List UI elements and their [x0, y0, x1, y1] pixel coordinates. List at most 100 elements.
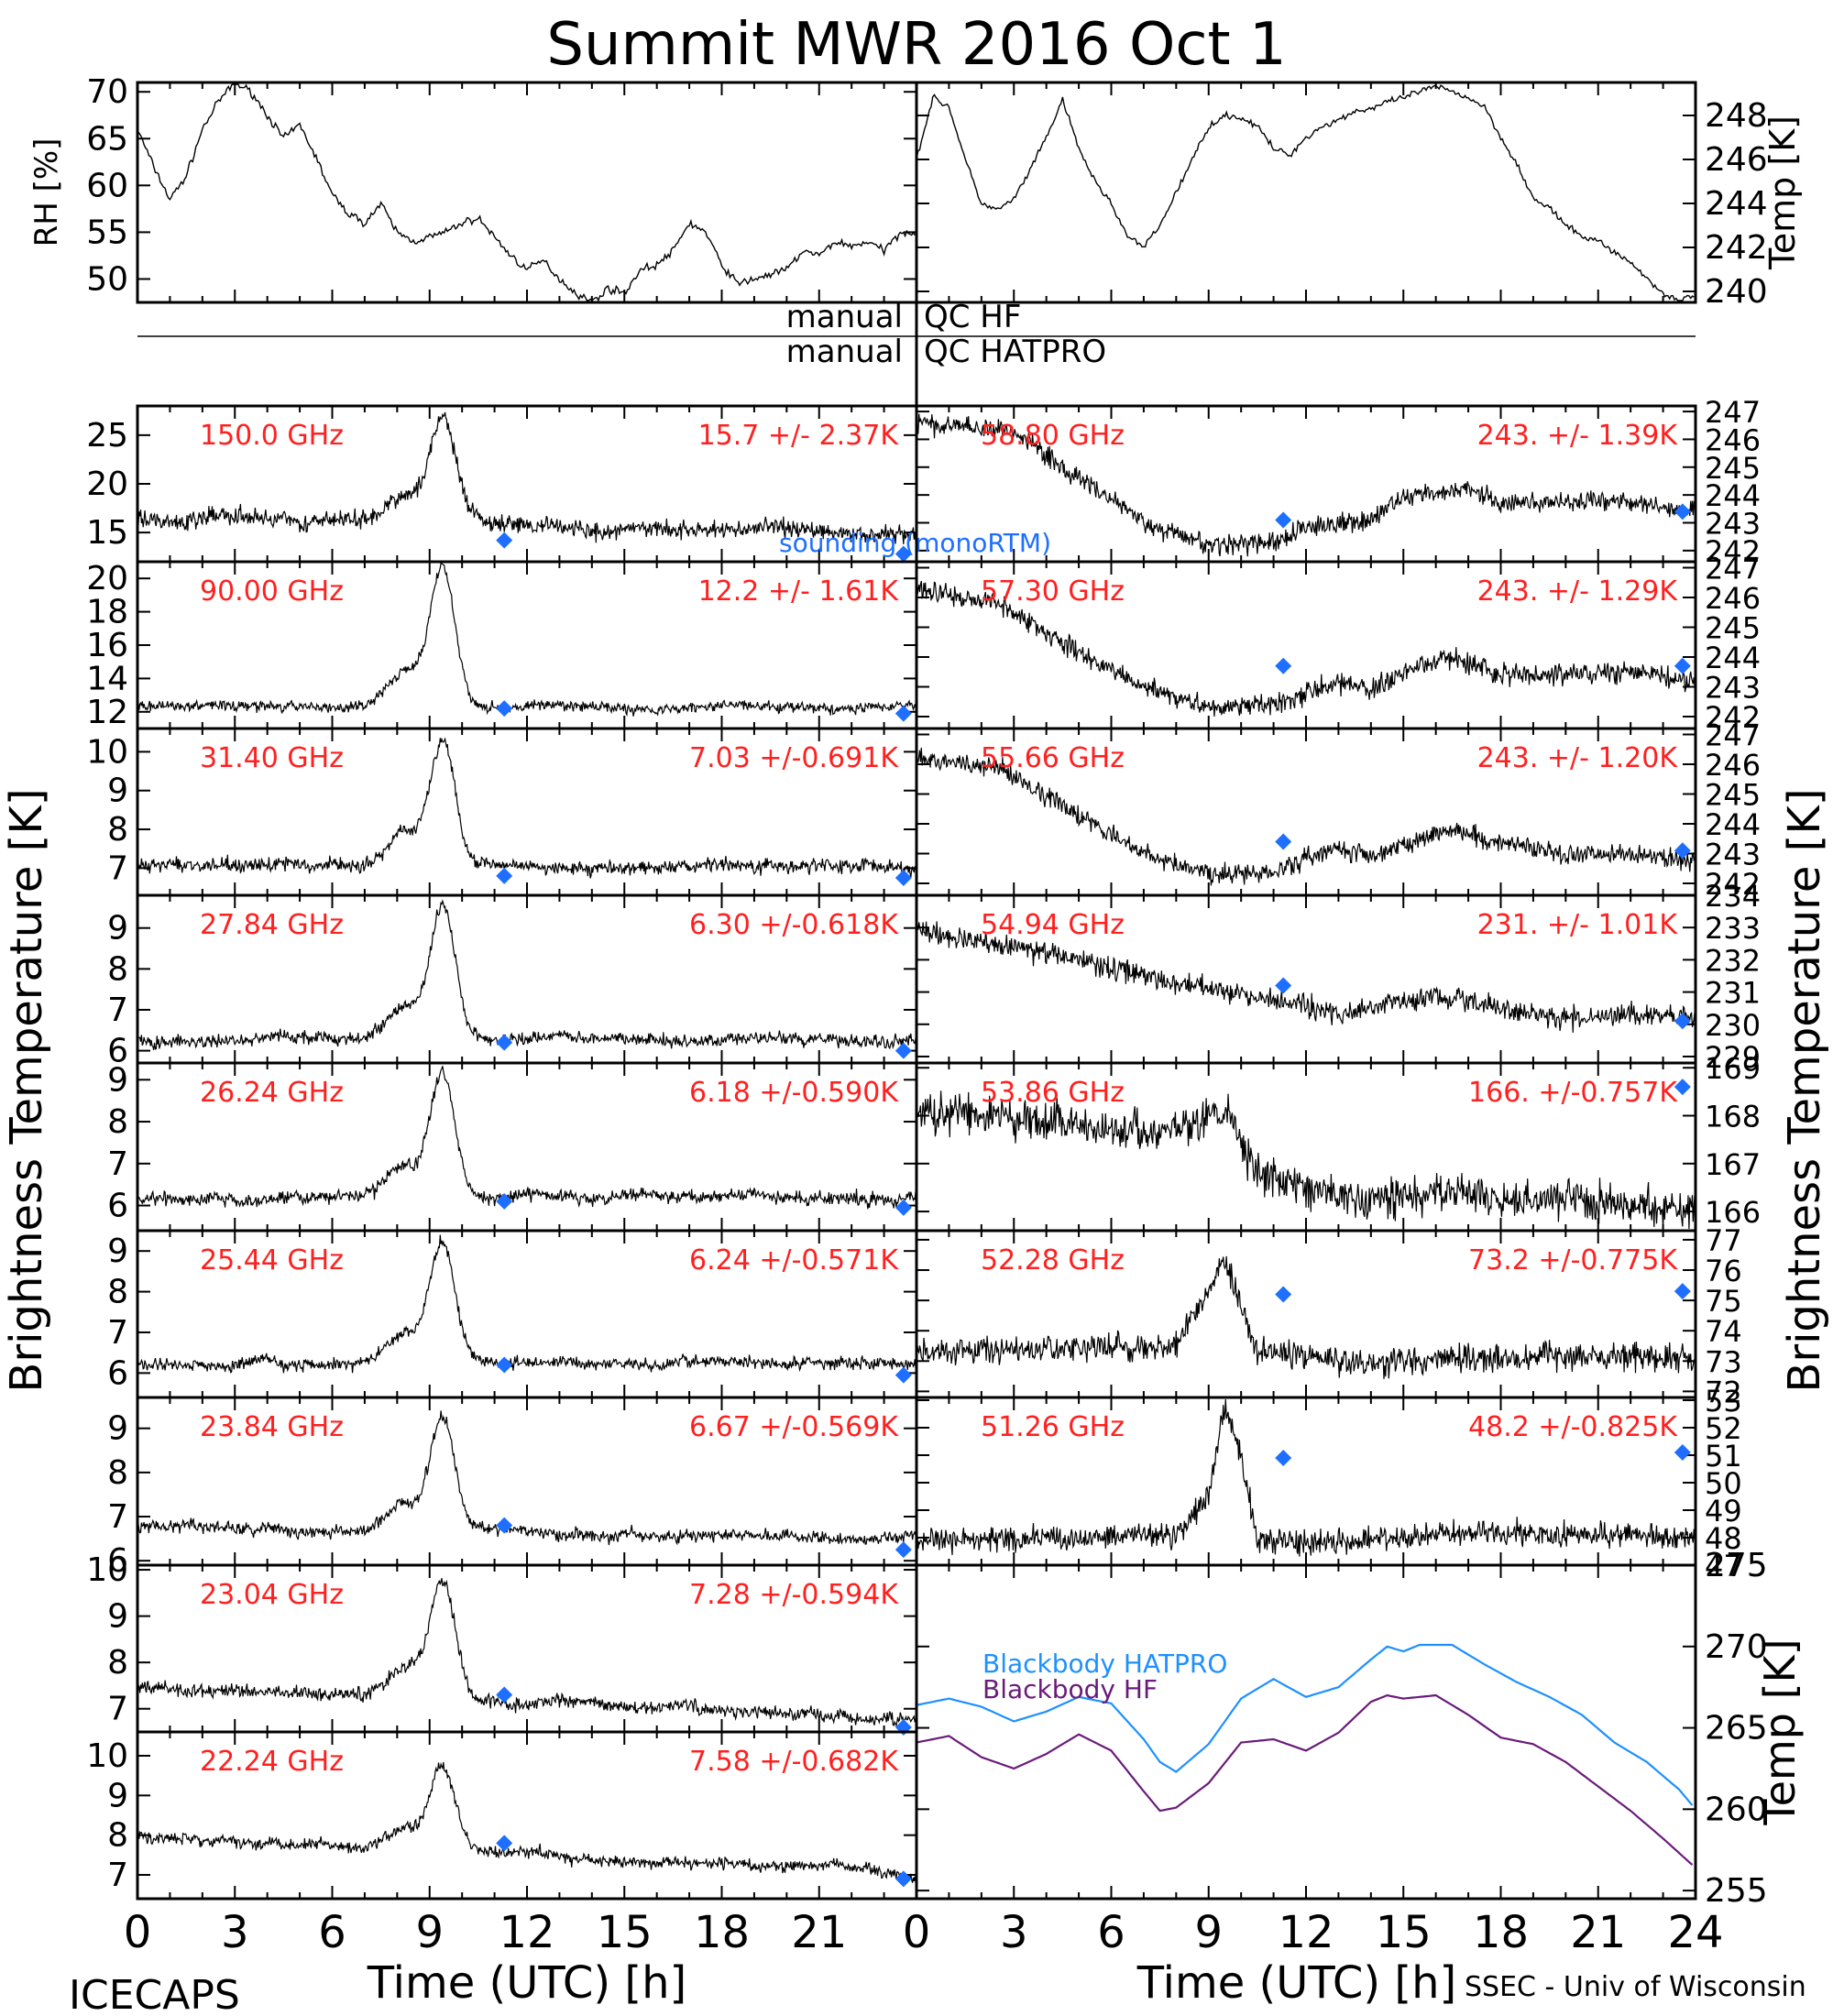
right-panel-1-ytick-label: 243	[1705, 507, 1761, 542]
left-panel-1-ytick-label: 25	[86, 417, 128, 455]
left-panel-4-trace	[137, 899, 917, 1050]
x-tick-label-right: 9	[1194, 1907, 1223, 1958]
right-panel-2-ytick-label: 245	[1705, 611, 1761, 646]
right-panel-3-ytick-label: 246	[1705, 748, 1761, 783]
right-panel-4-ytick-label: 234	[1705, 879, 1761, 914]
left-panel-1-freq-label: 150.0 GHz	[200, 420, 344, 452]
left-panel-3-ytick-label: 10	[86, 733, 128, 771]
qc-hatpro-right: QC HATPRO	[924, 334, 1106, 370]
left-panel-7-ytick-label: 6	[107, 1542, 128, 1580]
right-panel-1-ytick-label: 244	[1705, 478, 1761, 513]
left-panel-9-sounding-marker	[895, 1870, 912, 1888]
right-panel-7-ytick-label: 52	[1705, 1411, 1742, 1446]
footer-right: SSEC - Univ of Wisconsin	[1465, 1971, 1806, 2003]
right-panel-3-trace	[916, 747, 1696, 886]
right-panel-1-ytick-label: 242	[1705, 534, 1761, 569]
left-panel-7-freq-label: 23.84 GHz	[200, 1411, 344, 1443]
left-panel-1-sounding-marker	[496, 531, 513, 549]
right-panel-7-freq-label: 51.26 GHz	[981, 1411, 1125, 1443]
left-panel-3-sounding-marker	[895, 869, 912, 886]
right-panel-3-freq-label: 55.66 GHz	[981, 742, 1125, 774]
right-panel-3-ytick-label: 247	[1705, 718, 1761, 753]
right-panel-6-trace	[916, 1255, 1696, 1379]
right-panel-5-trace	[916, 1090, 1696, 1230]
x-tick-label-left: 0	[124, 1907, 152, 1958]
right-panel-1-ytick-label: 246	[1705, 422, 1761, 457]
left-panel-2-ytick-label: 14	[86, 660, 128, 697]
right-panel-3-stats-label: 243. +/- 1.20K	[1477, 742, 1679, 774]
x-tick-label-right: 6	[1097, 1907, 1125, 1958]
right-panel-5-ytick-label: 166	[1705, 1195, 1761, 1230]
left-panel-1-sounding-marker	[895, 545, 912, 563]
left-panel-3-freq-label: 31.40 GHz	[200, 742, 344, 774]
left-panel-9-freq-label: 22.24 GHz	[200, 1746, 344, 1778]
right-panel-5-sounding-marker	[1674, 1079, 1691, 1096]
right-panel-2-ytick-label: 247	[1705, 552, 1761, 586]
left-panel-8-trace	[137, 1578, 917, 1727]
left-panel-9-trace	[137, 1761, 917, 1884]
x-tick-label-right: 18	[1473, 1907, 1529, 1958]
right-panel-2-ytick-label: 244	[1705, 641, 1761, 675]
right-panel-2-ytick-label: 243	[1705, 671, 1761, 706]
left-panel-2-freq-label: 90.00 GHz	[200, 575, 344, 608]
left-panel-4-ytick-label: 6	[107, 1033, 128, 1070]
left-panel-5-ytick-label: 6	[107, 1188, 128, 1225]
x-tick-label-right: 0	[903, 1907, 931, 1958]
right-panel-7-ytick-label: 53	[1705, 1384, 1742, 1419]
left-panel-9-stats-label: 7.58 +/-0.682K	[689, 1746, 899, 1778]
x-tick-label-right: 12	[1278, 1907, 1334, 1958]
right-panel-4-freq-label: 54.94 GHz	[981, 909, 1125, 941]
right-panel-2-sounding-marker	[1275, 657, 1292, 674]
left-panel-9-ytick-label: 8	[107, 1817, 128, 1855]
right-panel-6-ytick-label: 73	[1705, 1344, 1742, 1379]
footer-left: ICECAPS	[69, 1972, 240, 2016]
x-tick-label-right: 21	[1570, 1907, 1626, 1958]
x-tick-label-left: 12	[499, 1907, 554, 1958]
right-panel-7-trace	[916, 1398, 1696, 1557]
left-panel-6-freq-label: 25.44 GHz	[200, 1244, 344, 1276]
left-panel-4-sounding-marker	[496, 1034, 513, 1051]
right-panel-6-ytick-label: 77	[1705, 1223, 1742, 1258]
rh-panel-ytick-label: 60	[86, 167, 128, 204]
left-panel-8-ytick-label: 10	[86, 1551, 128, 1589]
rh-panel-line	[137, 83, 916, 302]
left-panel-5-stats-label: 6.18 +/-0.590K	[689, 1077, 899, 1109]
right-panel-1-sounding-marker	[1674, 503, 1691, 520]
right-panel-5-ytick-label: 169	[1705, 1051, 1761, 1086]
left-panel-8-ytick-label: 7	[107, 1691, 128, 1728]
left-panel-7-ytick-label: 8	[107, 1454, 128, 1492]
x-tick-label-right: 15	[1376, 1907, 1432, 1958]
right-panel-3-ytick-label: 243	[1705, 838, 1761, 872]
left-panel-6-ytick-label: 7	[107, 1314, 128, 1352]
right-panel-5-ytick-label: 168	[1705, 1100, 1761, 1134]
left-panel-5-sounding-marker	[496, 1192, 513, 1210]
bb-panel-ytick-label: 270	[1705, 1628, 1768, 1666]
left-panel-3-ytick-label: 8	[107, 811, 128, 849]
right-panel-7-ytick-label: 50	[1705, 1466, 1742, 1501]
x-tick-label-left: 3	[221, 1907, 249, 1958]
right-panel-7-ytick-label: 48	[1705, 1521, 1742, 1556]
left-panel-8-sounding-marker	[496, 1686, 513, 1704]
right-panel-4-ytick-label: 231	[1705, 976, 1761, 1011]
left-panel-1-stats-label: 15.7 +/- 2.37K	[698, 420, 900, 452]
x-tick-label-left: 6	[318, 1907, 346, 1958]
right-panel-4-sounding-marker	[1275, 977, 1292, 994]
left-panel-2-sounding-marker	[895, 705, 912, 722]
left-panel-7-sounding-marker	[895, 1541, 912, 1559]
x-tick-label-left: 21	[791, 1907, 847, 1958]
right-panel-6-ytick-label: 75	[1705, 1284, 1742, 1319]
temp-panel-ytick-label: 240	[1705, 273, 1768, 311]
left-panel-6-ytick-label: 9	[107, 1233, 128, 1270]
left-panel-4-freq-label: 27.84 GHz	[200, 909, 344, 941]
right-panel-2-sounding-marker	[1674, 657, 1691, 674]
left-panel-6-ytick-label: 8	[107, 1274, 128, 1311]
right-panel-7-sounding-marker	[1275, 1450, 1292, 1466]
temp-panel-ytick-label: 248	[1705, 97, 1768, 135]
rh-panel-ytick-label: 65	[86, 120, 128, 158]
left-panel-6-stats-label: 6.24 +/-0.571K	[689, 1244, 899, 1276]
bb-panel-ytick-label: 260	[1705, 1791, 1768, 1828]
right-panel-7-sounding-marker	[1674, 1444, 1691, 1461]
x-tick-label-left: 18	[694, 1907, 750, 1958]
y-axis-label-left: Brightness Temperature [K]	[1, 788, 52, 1392]
